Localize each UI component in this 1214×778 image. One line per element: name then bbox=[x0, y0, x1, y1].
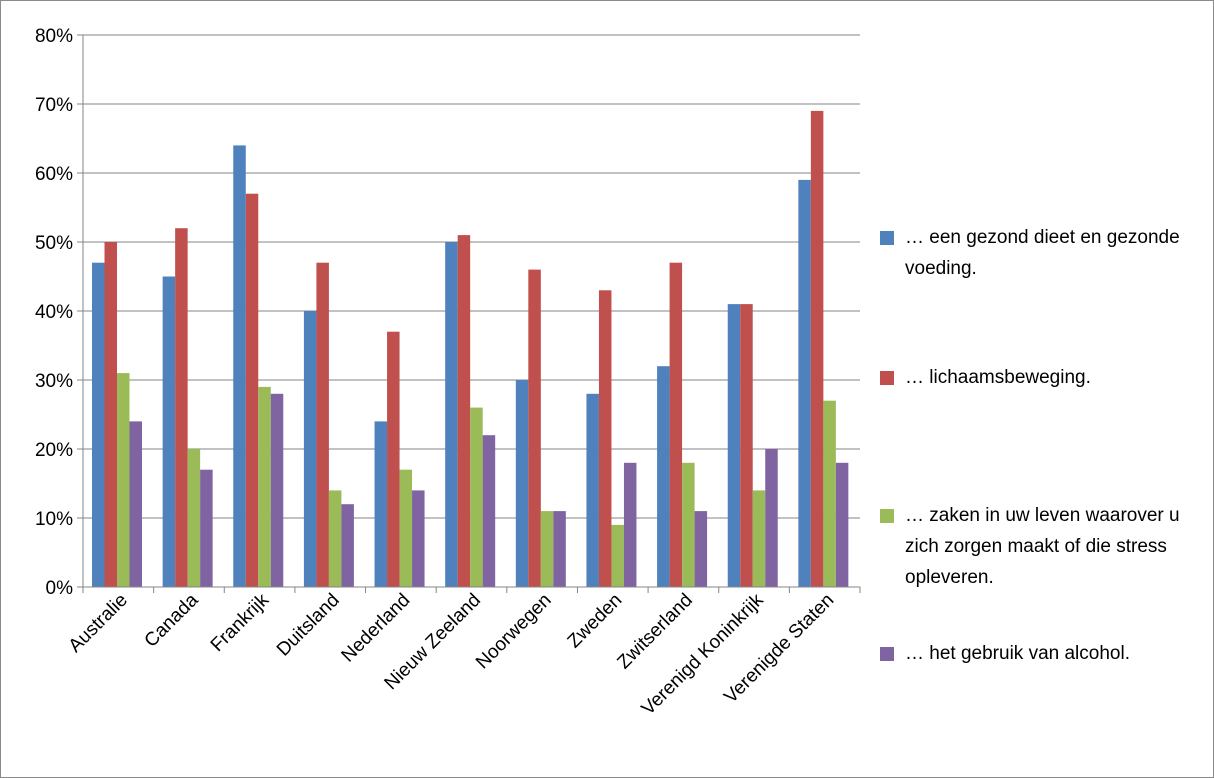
legend-label-series-1: … een gezond dieet en gezonde voeding. bbox=[905, 227, 1180, 279]
bar-series-1 bbox=[233, 145, 246, 587]
bar-series-2 bbox=[598, 290, 612, 587]
bar-series-2 bbox=[740, 304, 753, 587]
legend-swatch-series-1 bbox=[880, 231, 894, 245]
legend-label-series-4: … het gebruik van alcohol. bbox=[905, 643, 1130, 664]
bar-series-1 bbox=[515, 380, 529, 587]
bar-series-1 bbox=[727, 304, 741, 587]
bar-series-1 bbox=[162, 276, 176, 587]
legend-swatch-series-3 bbox=[880, 509, 894, 523]
legend-label-series-2: … lichaamsbeweging. bbox=[905, 367, 1091, 388]
bar-series-3 bbox=[611, 524, 624, 587]
bar-series-2 bbox=[457, 235, 471, 587]
bar-series-4 bbox=[694, 511, 708, 587]
x-axis-tick-label: Australie bbox=[65, 590, 132, 657]
x-axis-tick-label: Frankrijk bbox=[207, 589, 274, 656]
legend-swatch-series-4 bbox=[880, 647, 894, 661]
bar-series-4 bbox=[341, 504, 354, 587]
bar-series-4 bbox=[835, 462, 849, 587]
y-axis-tick-labels: 0% 10% 20% 30% 40% 50% 60% 70% 80% bbox=[35, 26, 73, 599]
bar-series-3 bbox=[752, 490, 766, 587]
bar-series-3 bbox=[258, 386, 271, 587]
bar-series-3 bbox=[470, 407, 483, 587]
y-axis-tick-label: 40% bbox=[35, 302, 73, 323]
x-axis-tick-label: Noorwegen bbox=[472, 590, 556, 674]
bar-series-2 bbox=[316, 262, 329, 587]
bar-series-2 bbox=[104, 242, 117, 587]
bar-series-1 bbox=[586, 393, 599, 587]
bar-series-3 bbox=[117, 373, 130, 587]
bar-series-2 bbox=[387, 331, 400, 587]
y-axis-tick-label: 80% bbox=[35, 26, 73, 47]
bar-series-2 bbox=[528, 269, 541, 587]
y-axis-tick-label: 70% bbox=[35, 95, 73, 116]
bar-series-1 bbox=[303, 311, 317, 587]
bar-series-3 bbox=[187, 449, 201, 587]
bar-series-3 bbox=[823, 400, 836, 587]
x-axis-tick-label: Verenigd Koninkrijk bbox=[638, 589, 768, 719]
bar-series-4 bbox=[482, 435, 496, 587]
bar-series-2 bbox=[175, 228, 188, 587]
bar-series-3 bbox=[682, 462, 695, 587]
y-axis-tick-label: 30% bbox=[35, 371, 73, 392]
bar-series-4 bbox=[270, 393, 284, 587]
bar-series-4 bbox=[200, 469, 213, 587]
bar-series-3 bbox=[328, 490, 342, 587]
bar-series-2 bbox=[669, 262, 683, 587]
bar-series-4 bbox=[553, 511, 566, 587]
y-axis-tick-label: 60% bbox=[35, 164, 73, 185]
x-axis-tick-labels: Australie Canada Frankrijk DuitslandNederla… bbox=[65, 589, 838, 719]
bars bbox=[92, 110, 849, 588]
legend-label-series-3: … zaken in uw leven waarover u zich zorg… bbox=[905, 505, 1180, 588]
axes bbox=[77, 34, 861, 593]
y-axis-tick-label: 50% bbox=[35, 233, 73, 254]
x-axis-tick-label: Nederland bbox=[338, 590, 415, 667]
x-axis-tick-label: Canada bbox=[141, 589, 203, 651]
y-axis-tick-label: 20% bbox=[35, 440, 73, 461]
bar-series-4 bbox=[623, 462, 637, 587]
y-axis-tick-label: 0% bbox=[46, 578, 74, 599]
bar-series-4 bbox=[412, 490, 425, 587]
x-axis-tick-label: Zweden bbox=[564, 590, 627, 653]
bar-series-2 bbox=[245, 193, 259, 587]
bar-series-1 bbox=[92, 262, 105, 587]
bar-series-4 bbox=[765, 449, 778, 587]
y-axis-tick-label: 10% bbox=[35, 509, 73, 530]
bar-series-3 bbox=[540, 511, 554, 587]
bar-series-1 bbox=[374, 421, 388, 587]
bar-series-1 bbox=[657, 366, 670, 587]
bar-series-3 bbox=[399, 469, 413, 587]
x-axis-tick-label: Duitsland bbox=[273, 590, 344, 661]
bar-series-1 bbox=[798, 179, 811, 587]
bar-series-2 bbox=[810, 110, 824, 588]
bar-series-1 bbox=[445, 242, 458, 587]
legend-swatch-series-2 bbox=[880, 371, 894, 385]
bar-series-4 bbox=[129, 421, 142, 587]
